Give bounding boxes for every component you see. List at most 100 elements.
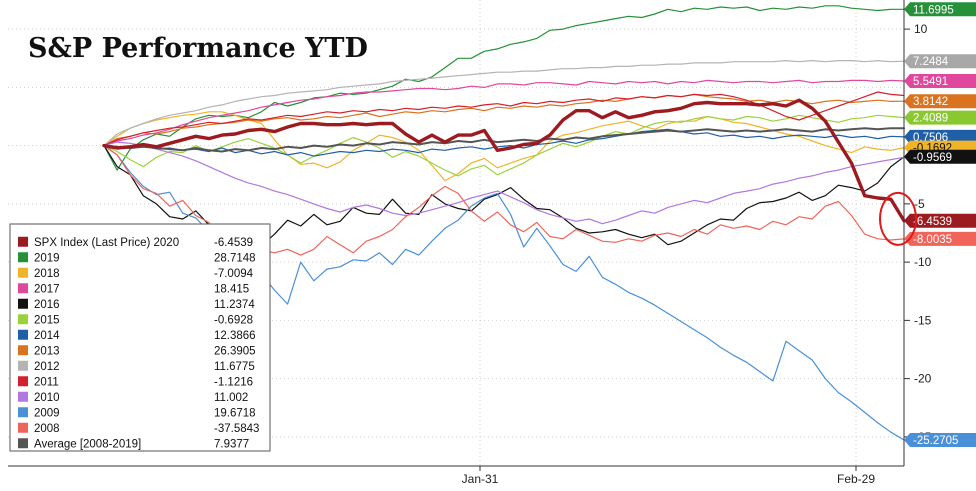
legend-entry: SPX Index (Last Price) 2020 -6.4539 bbox=[18, 236, 253, 249]
series-lines bbox=[102, 5, 906, 441]
legend-swatch bbox=[18, 298, 28, 309]
series-line bbox=[103, 114, 905, 177]
legend-label: 2013 bbox=[34, 345, 60, 357]
value-badge: 5.5491 bbox=[904, 74, 976, 88]
value-badge: 11.6995 bbox=[904, 2, 976, 16]
value-badge-label: 5.5491 bbox=[913, 76, 948, 88]
value-badge: 7.2484 bbox=[904, 54, 976, 69]
value-badges: 11.69957.24845.54913.81422.40890.7506-0.… bbox=[904, 2, 976, 447]
legend-swatch bbox=[18, 407, 28, 418]
value-badge: -8.0035 bbox=[904, 231, 976, 246]
legend-label: 2016 bbox=[34, 299, 60, 311]
legend-swatch bbox=[18, 314, 28, 325]
legend-label: 2010 bbox=[34, 392, 60, 404]
legend-entry: 2017 18.415 bbox=[18, 283, 249, 295]
x-tick-label: Feb-29 bbox=[837, 472, 875, 486]
series-line bbox=[103, 128, 905, 157]
value-badge-label: 7.2484 bbox=[913, 56, 949, 68]
legend: SPX Index (Last Price) 2020 -6.4539 2019 28… bbox=[9, 223, 271, 452]
value-badge: -6.4539 bbox=[904, 213, 976, 228]
value-badge-bg bbox=[904, 149, 976, 164]
legend-entry: 2016 11.2374 bbox=[18, 298, 255, 311]
legend-swatch bbox=[18, 422, 28, 433]
legend-label: 2017 bbox=[34, 283, 60, 295]
legend-entry: 2015 -0.6928 bbox=[18, 314, 253, 326]
legend-entry: 2013 26.3905 bbox=[18, 345, 256, 357]
value-badge-bg bbox=[904, 54, 976, 69]
legend-entry: 2009 19.6718 bbox=[18, 407, 256, 419]
value-badge-bg bbox=[904, 2, 976, 17]
value-badge-label: 11.6995 bbox=[913, 4, 954, 16]
legend-label: 2012 bbox=[34, 361, 60, 373]
legend-label: 2015 bbox=[34, 314, 60, 326]
legend-label: 2019 bbox=[34, 252, 60, 264]
series-line bbox=[103, 93, 905, 147]
y-tick-label: -10 bbox=[914, 255, 932, 269]
legend-value: 11.2374 bbox=[214, 299, 255, 311]
value-badge-label: 2.4089 bbox=[913, 113, 948, 125]
legend-swatch bbox=[18, 329, 28, 340]
legend-label: SPX Index (Last Price) 2020 bbox=[34, 237, 179, 249]
legend-label: 2018 bbox=[34, 268, 60, 280]
series-line bbox=[103, 127, 905, 153]
y-tick-label: 10 bbox=[914, 22, 928, 36]
legend-value: -37.5843 bbox=[214, 423, 259, 435]
legend-value: 28.7148 bbox=[214, 252, 256, 264]
series-line bbox=[103, 60, 905, 147]
x-tick-label: Jan-31 bbox=[462, 472, 499, 486]
series-line bbox=[103, 141, 905, 225]
value-badge-label: -0.9569 bbox=[913, 152, 952, 164]
value-badge-bg bbox=[904, 94, 976, 109]
legend-entry: Average [2008-2019] 7.9377 bbox=[18, 438, 249, 450]
legend-label: 2014 bbox=[34, 330, 60, 342]
highlight-ellipse bbox=[879, 191, 917, 246]
value-badge-label: -8.0035 bbox=[913, 234, 952, 246]
highlight-circle bbox=[879, 191, 917, 246]
legend-value: 12.3866 bbox=[214, 330, 256, 342]
value-badge-label: 3.8142 bbox=[913, 96, 948, 108]
legend-value: -0.6928 bbox=[214, 314, 253, 326]
legend-entry: 2010 11.002 bbox=[18, 391, 248, 404]
value-badge: 2.4089 bbox=[904, 110, 976, 125]
value-badge-bg bbox=[904, 110, 976, 125]
legend-label: 2011 bbox=[34, 376, 59, 388]
legend-value: 7.9377 bbox=[214, 438, 249, 450]
chart-title: S&P Performance YTD bbox=[28, 33, 368, 64]
legend-entry: 2012 11.6775 bbox=[18, 360, 255, 373]
legend-entry: 2008 -37.5843 bbox=[18, 422, 259, 435]
legend-value: 19.6718 bbox=[214, 407, 256, 419]
value-badge-label: -25.2705 bbox=[913, 435, 958, 447]
legend-swatch bbox=[18, 267, 28, 278]
legend-swatch bbox=[18, 438, 28, 449]
value-badge-label: -6.4539 bbox=[913, 216, 952, 228]
legend-entry: 2014 12.3866 bbox=[18, 329, 256, 342]
legend-entry: 2019 28.7148 bbox=[18, 252, 256, 264]
legend-box bbox=[9, 223, 271, 452]
value-badge-bg bbox=[904, 213, 976, 228]
value-badge: -0.9569 bbox=[904, 149, 976, 164]
legend-value: -7.0094 bbox=[214, 268, 254, 280]
series-line bbox=[103, 91, 905, 147]
legend-entry: 2011 -1.1216 bbox=[18, 376, 253, 388]
legend-value: -6.4539 bbox=[214, 237, 253, 249]
legend-value: 11.002 bbox=[214, 392, 248, 404]
legend-label: 2009 bbox=[34, 407, 60, 419]
value-badge-bg bbox=[904, 433, 976, 447]
legend-value: 18.415 bbox=[214, 283, 249, 295]
legend-label: 2008 bbox=[34, 423, 60, 435]
series-line bbox=[103, 79, 905, 147]
value-badge: 3.8142 bbox=[904, 94, 976, 109]
legend-swatch bbox=[18, 360, 28, 371]
axes bbox=[8, 0, 905, 467]
value-badge-bg bbox=[904, 231, 976, 246]
value-badge-bg bbox=[904, 74, 976, 88]
legend-swatch bbox=[18, 283, 28, 294]
legend-entry: 2018 -7.0094 bbox=[18, 267, 254, 280]
legend-swatch bbox=[18, 345, 28, 356]
legend-swatch bbox=[18, 391, 28, 402]
series-line bbox=[102, 98, 906, 223]
value-badge: -25.2705 bbox=[904, 433, 976, 447]
